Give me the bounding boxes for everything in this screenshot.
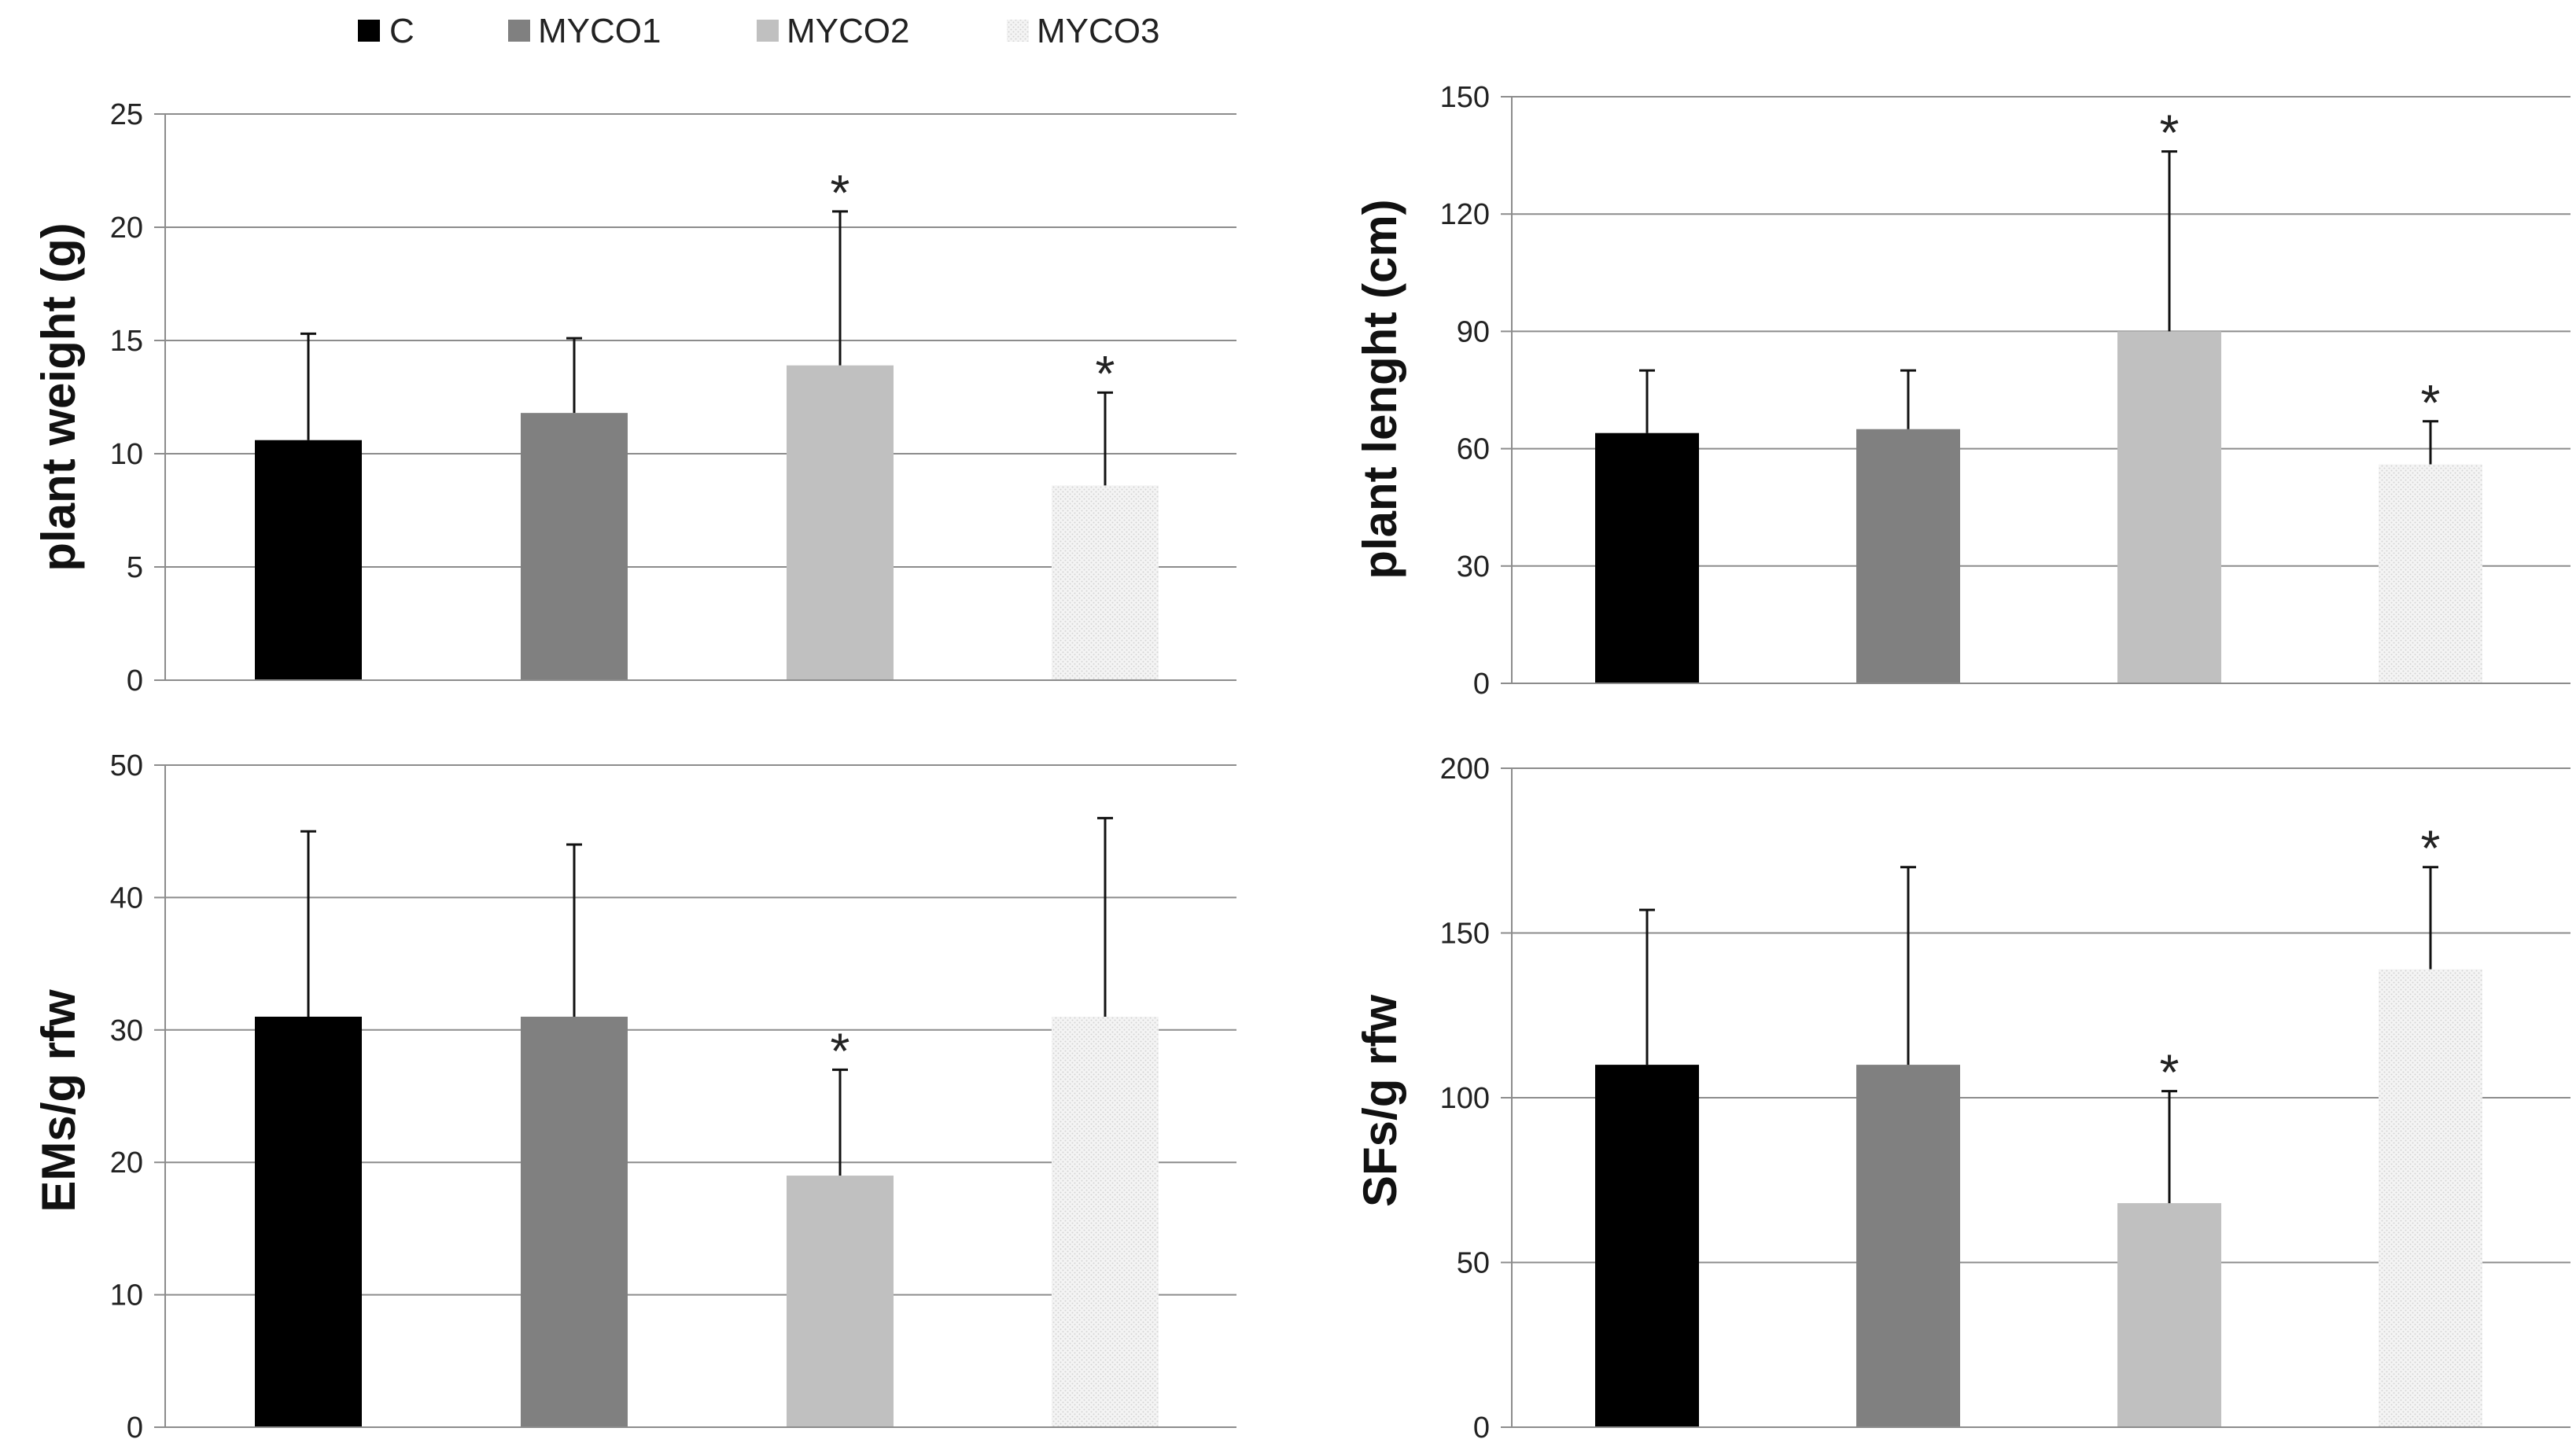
ems-y-tick-label: 30 (110, 1014, 143, 1047)
ems-y-tick-label: 40 (110, 881, 143, 915)
plant-length-y-tick-label: 60 (1457, 433, 1490, 466)
sfs-significance-myco2: * (2160, 1044, 2180, 1101)
sfs-bar-c (1595, 1065, 1699, 1427)
plant-weight-significance-myco3: * (1096, 345, 1115, 402)
plant-length-bar-myco2 (2117, 331, 2221, 683)
ems-bar-myco2 (787, 1176, 894, 1427)
legend-swatch-myco1 (508, 20, 530, 42)
legend-swatch-myco2 (757, 20, 779, 42)
plant-length-significance-myco2: * (2160, 105, 2180, 161)
plant-length-bar-myco3 (2379, 464, 2482, 683)
legend-item-myco2: MYCO2 (757, 12, 909, 50)
ems-y-tick-label: 10 (110, 1279, 143, 1312)
plant-length-y-tick-label: 90 (1457, 315, 1490, 348)
plant-weight-bar-myco2 (787, 365, 894, 680)
legend: C MYCO1 MYCO2 MYCO3 (358, 12, 1159, 50)
legend-item-c: C (358, 12, 415, 50)
sfs-bar-myco2 (2117, 1203, 2221, 1427)
legend-label-myco1: MYCO1 (538, 12, 661, 50)
legend-item-myco3: MYCO3 (1007, 12, 1159, 50)
legend-label-c: C (389, 12, 415, 50)
sfs-y-axis-title: SFs/g rfw (1354, 995, 1406, 1207)
sfs-bar-myco3 (2379, 969, 2482, 1427)
sfs-y-tick-label: 0 (1473, 1411, 1490, 1444)
plant-length-bar-myco1 (1856, 429, 1960, 683)
sfs-per-g-rfw-chart: 0 50 100 150 200 SFs/g rfw * * (1354, 753, 2570, 1444)
plant-length-y-tick-label: 0 (1473, 668, 1490, 701)
plant-length-y-tick-label: 120 (1440, 198, 1490, 231)
plant-length-bar-c (1595, 432, 1699, 683)
ems-bar-c (255, 1016, 362, 1427)
sfs-bar-myco1 (1856, 1065, 1960, 1427)
sfs-y-tick-label: 100 (1440, 1082, 1490, 1115)
legend-swatch-myco3 (1007, 20, 1029, 42)
plant-weight-y-axis-title: plant weight (g) (32, 223, 85, 571)
plant-length-chart: 0 30 60 90 120 150 plant lenght (cm) * * (1354, 81, 2570, 701)
plant-weight-y-tick-label: 5 (127, 551, 143, 584)
ems-y-axis-title: EMs/g rfw (32, 989, 85, 1213)
legend-swatch-c (358, 20, 380, 42)
legend-label-myco3: MYCO3 (1037, 12, 1159, 50)
sfs-y-tick-label: 200 (1440, 753, 1490, 786)
ems-bar-myco3 (1052, 1016, 1159, 1427)
ems-significance-myco2: * (831, 1022, 850, 1079)
ems-bar-myco1 (521, 1016, 628, 1427)
plant-weight-chart: 0 5 10 15 20 25 plant weight (g) * * (32, 98, 1236, 697)
ems-per-g-rfw-chart: 0 10 20 30 40 50 EMs/g rfw * (32, 749, 1236, 1444)
sfs-y-tick-label: 50 (1457, 1247, 1490, 1280)
plant-length-y-tick-label: 150 (1440, 81, 1490, 114)
plant-weight-bar-myco1 (521, 413, 628, 680)
plant-weight-y-tick-label: 15 (110, 325, 143, 358)
plant-length-y-tick-label: 30 (1457, 550, 1490, 583)
plant-length-y-axis-title: plant lenght (cm) (1354, 199, 1406, 579)
ems-y-tick-label: 0 (127, 1411, 143, 1444)
plant-weight-y-tick-label: 25 (110, 98, 143, 131)
plant-weight-significance-myco2: * (831, 164, 850, 221)
plant-weight-bar-c (255, 440, 362, 680)
plant-length-significance-myco3: * (2421, 374, 2441, 431)
ems-y-tick-label: 20 (110, 1146, 143, 1180)
legend-label-myco2: MYCO2 (787, 12, 909, 50)
plant-weight-y-tick-label: 10 (110, 438, 143, 471)
ems-y-tick-label: 50 (110, 749, 143, 782)
legend-item-myco1: MYCO1 (508, 12, 661, 50)
plant-weight-y-tick-label: 20 (110, 212, 143, 245)
plant-weight-y-tick-label: 0 (127, 664, 143, 697)
plant-weight-bar-myco3 (1052, 485, 1159, 680)
sfs-significance-myco3: * (2421, 820, 2441, 877)
sfs-y-tick-label: 150 (1440, 918, 1490, 951)
